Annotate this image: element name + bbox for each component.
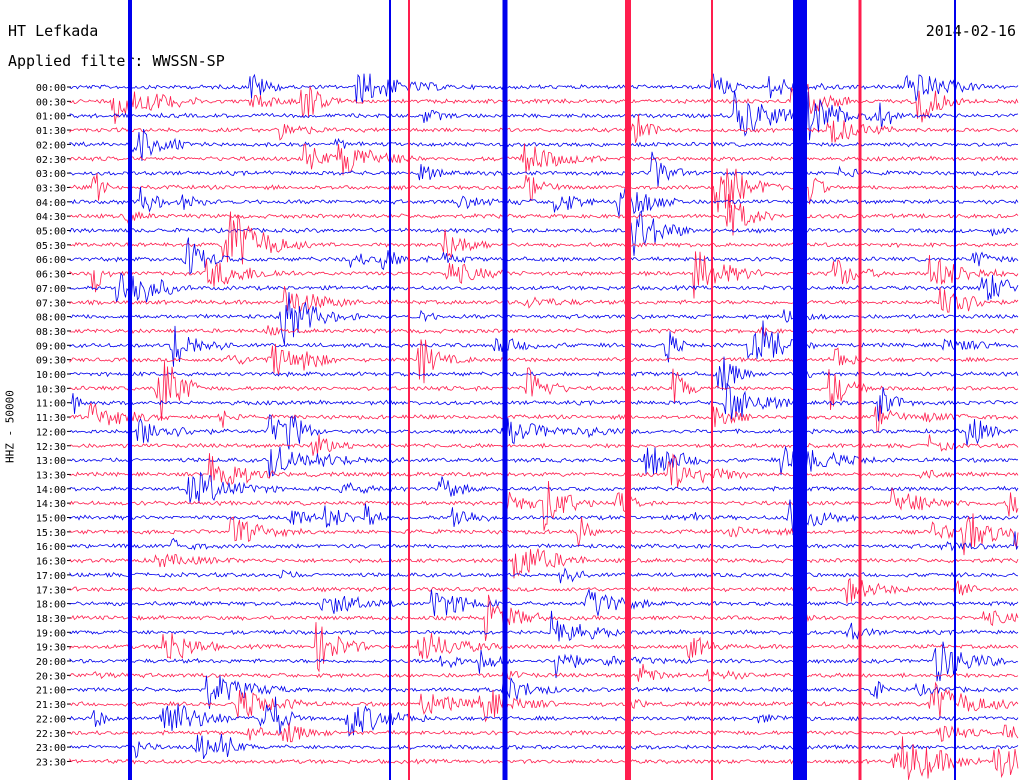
event-spike	[625, 0, 631, 780]
trace-line	[69, 567, 1019, 584]
trace-line	[69, 733, 1019, 759]
time-tick-label: 11:30	[36, 413, 66, 424]
time-tick-label: 10:30	[36, 384, 66, 395]
trace-line	[69, 610, 1019, 642]
trace-line	[69, 83, 1019, 124]
time-tick-label: 00:00	[36, 83, 66, 94]
trace-line	[69, 696, 1019, 737]
time-tick-label: 15:30	[36, 528, 66, 539]
time-tick-label: 19:00	[36, 628, 66, 639]
time-tick-label: 23:30	[36, 757, 66, 768]
time-tick-label: 07:30	[36, 298, 66, 309]
time-tick-label: 10:00	[36, 370, 66, 381]
time-tick-label: 07:00	[36, 284, 66, 295]
time-tick-label: 19:30	[36, 643, 66, 654]
time-tick-label: 17:00	[36, 571, 66, 582]
trace-line	[69, 471, 1019, 504]
time-tick-label: 06:30	[36, 270, 66, 281]
time-tick-label: 21:00	[36, 686, 66, 697]
time-tick-label: 13:00	[36, 456, 66, 467]
trace-line	[69, 286, 1019, 314]
event-spike	[128, 0, 132, 780]
trace-line	[69, 193, 1019, 236]
trace-line	[69, 663, 1019, 682]
time-tick-label: 08:30	[36, 327, 66, 338]
trace-line	[69, 210, 1019, 256]
time-tick-label: 11:00	[36, 399, 66, 410]
time-tick-label: 01:00	[36, 112, 66, 123]
trace-line	[69, 71, 1019, 104]
time-tick-label: 20:30	[36, 671, 66, 682]
filter-label: Applied filter: WWSSN-SP	[8, 52, 225, 70]
trace-line	[69, 722, 1019, 743]
time-tick-label: 20:00	[36, 657, 66, 668]
trace-line	[69, 453, 1019, 488]
time-tick-label: 04:00	[36, 198, 66, 209]
time-tick-label: 18:30	[36, 614, 66, 625]
event-spike	[858, 0, 862, 780]
time-tick-label: 15:00	[36, 514, 66, 525]
trace-line	[69, 143, 1019, 176]
trace-line	[69, 434, 1019, 456]
time-tick-label: 02:00	[36, 140, 66, 151]
event-spike	[408, 0, 410, 780]
time-tick-label: 02:30	[36, 155, 66, 166]
trace-line	[69, 90, 1019, 141]
trace-line	[69, 272, 1019, 303]
time-tick-label: 13:30	[36, 470, 66, 481]
time-tick-label: 05:30	[36, 241, 66, 252]
trace-line	[69, 325, 1019, 337]
trace-line	[69, 114, 1019, 143]
trace-line	[69, 577, 1019, 604]
trace-line	[69, 589, 1019, 617]
trace-line	[69, 168, 1019, 213]
event-spike	[793, 0, 807, 780]
time-tick-label: 04:30	[36, 212, 66, 223]
time-tick-label: 00:30	[36, 97, 66, 108]
event-spike	[502, 0, 508, 780]
event-spike	[389, 0, 391, 780]
trace-line	[69, 736, 1019, 780]
time-tick-label: 16:30	[36, 557, 66, 568]
trace-line	[69, 594, 1019, 641]
trace-line	[69, 531, 1019, 552]
time-tick-label: 09:30	[36, 356, 66, 367]
time-tick-label: 05:00	[36, 227, 66, 238]
time-tick-label: 18:00	[36, 600, 66, 611]
event-spike	[711, 0, 713, 780]
trace-line	[69, 513, 1019, 556]
trace-line	[69, 356, 1019, 391]
event-spike	[954, 0, 956, 780]
time-tick-label: 14:00	[36, 485, 66, 496]
time-tick-label: 16:00	[36, 542, 66, 553]
time-tick-label: 23:00	[36, 743, 66, 754]
time-tick-label: 21:30	[36, 700, 66, 711]
time-tick-label: 03:00	[36, 169, 66, 180]
time-tick-label: 01:30	[36, 126, 66, 137]
time-tick-label: 08:00	[36, 313, 66, 324]
time-tick-label: 12:00	[36, 427, 66, 438]
time-tick-label: 14:30	[36, 499, 66, 510]
time-tick-label: 22:30	[36, 729, 66, 740]
time-tick-label: 12:30	[36, 442, 66, 453]
trace-line	[69, 622, 1019, 673]
trace-line	[69, 185, 1019, 217]
station-title: HT Lefkada	[8, 22, 99, 40]
time-tick-label: 22:00	[36, 714, 66, 725]
time-tick-label: 09:00	[36, 341, 66, 352]
time-tick-label: 06:00	[36, 255, 66, 266]
date-label: 2014-02-16	[925, 22, 1016, 40]
time-tick-label: 17:30	[36, 585, 66, 596]
time-tick-label: 03:30	[36, 183, 66, 194]
